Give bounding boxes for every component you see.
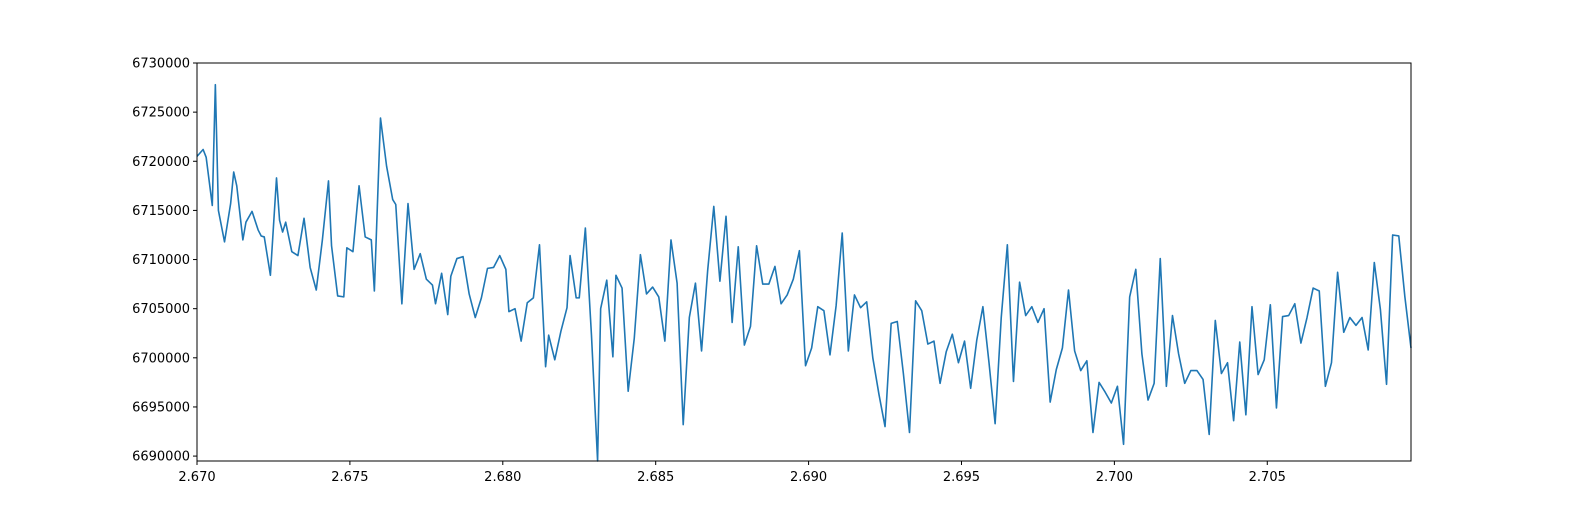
y-tick-label: 6725000 [132, 106, 190, 121]
y-tick-label: 6700000 [132, 351, 190, 366]
x-tick-label: 2.675 [331, 470, 368, 485]
y-tick-label: 6695000 [132, 400, 190, 415]
y-tick-label: 6710000 [132, 253, 190, 268]
series-line-0 [196, 83, 1412, 462]
y-tick-label: 6720000 [132, 155, 190, 170]
y-tick-label: 6730000 [132, 57, 190, 72]
x-tick-label: 2.690 [790, 470, 827, 485]
x-tick-label: 2.695 [943, 470, 980, 485]
axis-ticks: 2.670 2.675 2.680 2.685 2.690 2.695 2.700 2.705… [132, 57, 1286, 486]
x-tick-label: 2.700 [1096, 470, 1133, 485]
axes-frame [196, 62, 1412, 462]
x-tick-label: 2.680 [484, 470, 521, 485]
y-tick-label: 6715000 [132, 204, 190, 219]
y-tick-label: 6690000 [132, 450, 190, 465]
y-tick-label: 6705000 [132, 302, 190, 317]
x-tick-label: 2.685 [637, 470, 674, 485]
x-tick-label: 2.705 [1249, 470, 1286, 485]
plot-area [196, 83, 1412, 462]
x-tick-label: 2.670 [178, 470, 215, 485]
